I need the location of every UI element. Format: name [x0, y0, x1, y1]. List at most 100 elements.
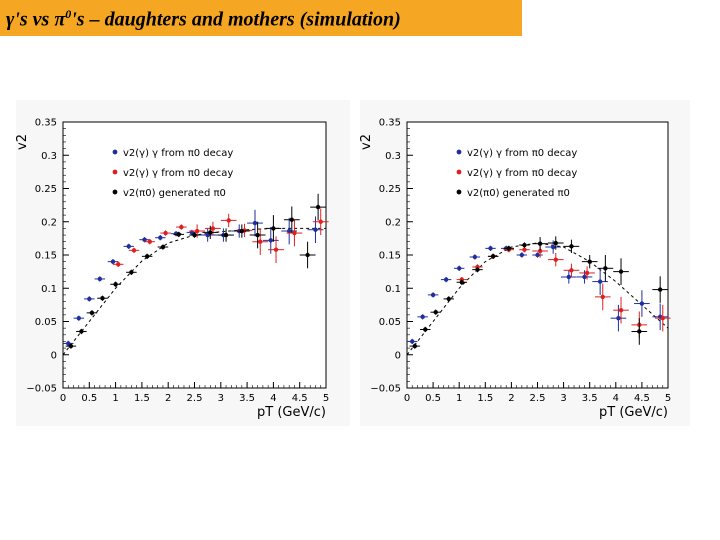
y-tick-label: 0.35 — [379, 118, 401, 129]
y-tick-label: 0.05 — [379, 317, 401, 328]
data-point — [144, 254, 150, 259]
title-bar: γ's vs π0's – daughters and mothers (sim… — [0, 0, 522, 36]
series-2 — [65, 193, 326, 349]
data-point — [208, 230, 213, 235]
x-tick-label: 1 — [112, 393, 118, 404]
data-point — [472, 254, 478, 260]
x-tick-label: 2.5 — [530, 393, 546, 404]
data-point — [286, 228, 292, 234]
data-point — [292, 230, 297, 236]
x-tick-label: 3 — [560, 393, 566, 404]
x-tick-label: 4.5 — [634, 393, 650, 404]
legend-label: v2(γ) γ from π0 decay — [123, 148, 233, 159]
data-point — [313, 227, 318, 232]
x-axis-label: pT (GeV/c) — [599, 405, 668, 420]
y-tick-label: 0.15 — [379, 251, 401, 262]
data-point — [430, 292, 436, 298]
data-point — [76, 315, 81, 321]
data-point — [459, 280, 465, 285]
y-tick-label: −0.05 — [370, 384, 401, 395]
data-point — [68, 343, 74, 349]
x-tick-label: 0.5 — [81, 393, 97, 404]
data-point — [271, 226, 276, 231]
data-point — [176, 232, 181, 237]
x-tick-label: 5 — [323, 393, 329, 404]
x-tick-label: 0 — [404, 393, 410, 404]
data-point — [420, 314, 425, 320]
data-point — [600, 294, 605, 300]
y-tick-label: 0.3 — [385, 151, 401, 162]
data-point — [210, 226, 216, 231]
x-tick-label: 0 — [60, 393, 66, 404]
x-tick-label: 1.5 — [134, 393, 150, 404]
x-tick-label: 0.5 — [425, 393, 441, 404]
data-point — [616, 315, 621, 321]
data-point — [239, 228, 245, 234]
data-point — [100, 296, 105, 301]
x-tick-label: 2.5 — [187, 393, 203, 404]
x-tick-label: 2 — [165, 393, 171, 404]
data-point — [522, 247, 527, 252]
data-point — [488, 246, 493, 251]
x-tick-label: 5 — [665, 393, 671, 404]
y-tick-label: 0.15 — [35, 251, 57, 262]
x-tick-label: 4 — [270, 393, 276, 404]
y-tick-label: 0.05 — [35, 317, 57, 328]
data-point — [506, 246, 511, 251]
legend-marker — [456, 169, 462, 175]
legend-marker — [456, 149, 462, 155]
data-point — [475, 267, 480, 272]
chart-right: 0 0.5 1 1.5 2 2.5 3 3.5 4 4.5 5−0.0500.050.10.150.… — [359, 118, 671, 421]
x-tick-label: 4.5 — [292, 393, 308, 404]
data-point — [597, 279, 603, 284]
data-point — [223, 232, 229, 238]
title-prefix: γ's vs π — [6, 8, 66, 31]
y-tick-label: 0 — [51, 350, 57, 361]
data-point — [89, 310, 95, 316]
title-superscript: 0 — [65, 7, 72, 21]
legend-label: v2(π0) generated π0 — [467, 188, 570, 199]
data-point — [553, 240, 558, 246]
legend-label: v2(γ) γ from π0 decay — [467, 168, 577, 179]
data-point — [142, 237, 147, 242]
data-point — [550, 244, 556, 250]
data-point — [569, 268, 574, 273]
data-point — [566, 274, 572, 280]
data-point — [618, 307, 624, 313]
chart-left: 0 0.5 1 1.5 2 2.5 3 3.5 4 4.5 5−0.0500.050.10.150.… — [15, 118, 329, 421]
y-tick-label: 0.35 — [35, 118, 57, 129]
data-point — [226, 218, 231, 223]
data-point — [587, 259, 592, 264]
y-tick-label: 0.25 — [35, 184, 57, 195]
data-point — [97, 276, 103, 282]
data-point — [457, 266, 462, 271]
data-point — [158, 235, 163, 240]
data-point — [410, 339, 415, 344]
x-tick-label: 3 — [218, 393, 224, 404]
legend-label: v2(γ) γ from π0 decay — [123, 168, 233, 179]
x-axis-label: pT (GeV/c) — [257, 405, 326, 420]
data-point — [194, 228, 200, 234]
data-point — [113, 282, 118, 287]
y-tick-label: −0.05 — [26, 384, 57, 395]
data-point — [618, 269, 624, 274]
data-point — [110, 259, 116, 264]
data-point — [412, 343, 418, 349]
data-point — [535, 252, 540, 258]
data-point — [79, 329, 84, 334]
plot-frame — [62, 121, 327, 389]
legend-marker — [456, 189, 462, 195]
data-point — [582, 274, 587, 280]
legend-marker — [112, 149, 118, 155]
data-point — [443, 277, 449, 282]
data-point — [553, 257, 558, 262]
data-point — [126, 244, 131, 249]
data-point — [522, 242, 527, 248]
data-point — [537, 241, 543, 246]
data-point — [129, 270, 134, 275]
slide-title: γ's vs π0's – daughters and mothers (sim… — [6, 7, 401, 32]
data-point — [637, 329, 642, 334]
data-point — [179, 224, 184, 230]
data-point — [252, 220, 258, 226]
data-point — [537, 248, 543, 254]
